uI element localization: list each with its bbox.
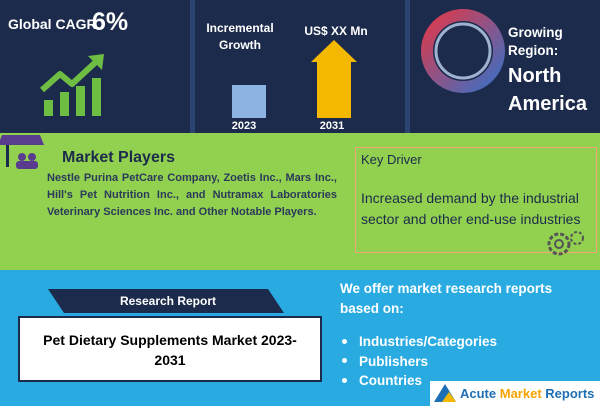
- gear-icon: [547, 231, 584, 256]
- logo-box: Acute Market Reports: [430, 381, 600, 406]
- cagr-value: 6%: [92, 8, 129, 36]
- driver-box: [355, 147, 597, 253]
- bullet: [342, 377, 347, 383]
- players-title: Market Players: [62, 149, 175, 166]
- growth-amount: US$ XX Mn: [304, 24, 368, 38]
- players-icon: [0, 135, 44, 169]
- offer-item-text: Countries: [359, 373, 423, 388]
- logo-word: Market: [499, 386, 542, 401]
- growth-panel: [195, 0, 405, 133]
- report-box: [18, 316, 322, 382]
- bullet: [342, 358, 347, 364]
- growth-bars: [232, 40, 357, 118]
- logo-icon: [434, 384, 456, 402]
- offer-item: Countries: [340, 373, 422, 388]
- offer-item: Publishers: [340, 354, 428, 369]
- report-label: Research Report: [119, 294, 217, 308]
- logo-text: Acute Market Reports: [460, 386, 594, 401]
- offer-item-text: Industries/Categories: [359, 334, 498, 349]
- region-name: North America: [508, 65, 587, 115]
- logo-word: Acute: [460, 386, 497, 401]
- logo-word: Reports: [545, 386, 595, 401]
- region-label: Growing Region:: [508, 25, 563, 58]
- cagr-label: Global CAGR: [8, 16, 97, 32]
- offer-item-text: Publishers: [359, 353, 429, 369]
- offer-item: Industries/Categories: [340, 334, 497, 349]
- start-year: 2023: [231, 120, 257, 132]
- driver-text: Increased demand by the industrial secto…: [361, 190, 581, 227]
- driver-title: Key Driver: [361, 152, 422, 167]
- growth-icon: [40, 54, 104, 116]
- offer-intro: We offer market research reports based o…: [340, 281, 553, 316]
- region-ring: [421, 9, 505, 93]
- end-year: 2031: [319, 120, 345, 132]
- report-label-bg: [48, 289, 284, 313]
- bullet: [342, 338, 347, 344]
- players-text: Nestle Purina PetCare Company, Zoetis In…: [47, 172, 337, 218]
- growth-label: Incremental Growth: [206, 21, 274, 52]
- report-title: Pet Dietary Supplements Market 2023-2031: [43, 332, 297, 368]
- green-band: [0, 133, 600, 270]
